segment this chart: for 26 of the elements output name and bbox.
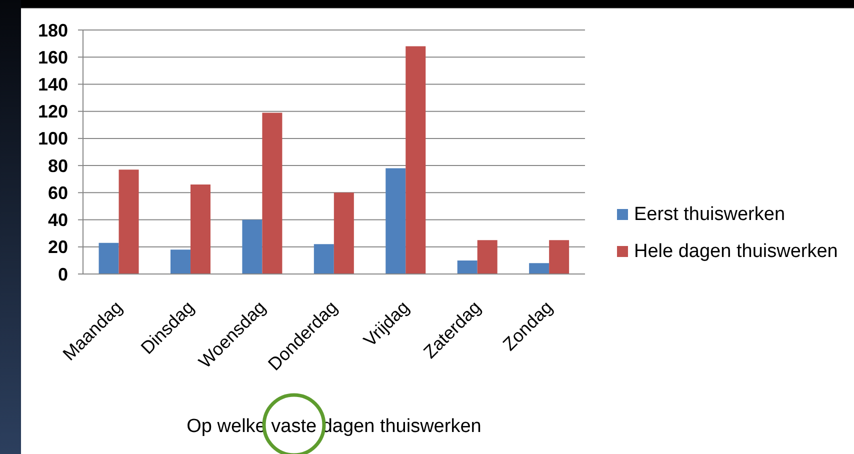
bar bbox=[457, 260, 478, 274]
y-tick-label: 20 bbox=[48, 237, 68, 258]
bar bbox=[477, 240, 498, 274]
bar bbox=[549, 240, 570, 274]
bar bbox=[529, 263, 550, 274]
bar bbox=[242, 220, 262, 274]
bar bbox=[118, 170, 139, 274]
legend-label: Hele dagen thuiswerken bbox=[634, 240, 838, 262]
bar bbox=[386, 168, 406, 274]
y-tick-label: 80 bbox=[48, 156, 68, 176]
y-tick-label: 60 bbox=[48, 182, 68, 203]
bar bbox=[334, 192, 354, 274]
y-tick-label: 140 bbox=[38, 74, 68, 95]
y-tick-label: 120 bbox=[38, 102, 68, 122]
y-tick-label: 100 bbox=[38, 128, 68, 149]
y-tick-label: 160 bbox=[38, 47, 68, 68]
y-tick-label: 0 bbox=[58, 264, 68, 284]
legend-label: Eerst thuiswerken bbox=[634, 204, 786, 226]
bar bbox=[190, 184, 210, 274]
bar bbox=[262, 112, 282, 274]
bar bbox=[406, 46, 426, 274]
y-tick-label: 180 bbox=[38, 20, 68, 40]
bar bbox=[98, 242, 119, 274]
y-tick-label: 40 bbox=[48, 210, 68, 230]
bar bbox=[314, 244, 334, 274]
bar bbox=[170, 250, 190, 274]
